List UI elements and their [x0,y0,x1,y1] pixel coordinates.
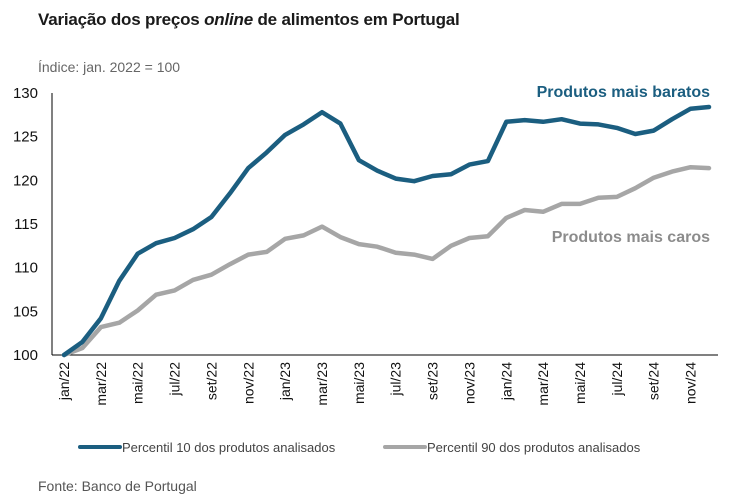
x-tick-label: jul/23 [388,362,404,397]
y-axis-ticks: 100 105 110 115 120 125 130 [13,85,38,364]
legend-label-p10: Percentil 10 dos produtos analisados [122,440,336,455]
title-text: Variação dos preços [38,10,205,29]
x-tick-label: mar/24 [535,362,551,406]
chart-title: Variação dos preços online de alimentos … [38,10,460,30]
x-tick-label: mar/23 [314,362,330,406]
y-tick-label: 105 [13,303,38,320]
series-line-p90 [61,164,712,358]
x-tick-label: jul/22 [167,362,183,397]
x-tick-label: jan/22 [56,362,72,401]
legend-label-p90: Percentil 90 dos produtos analisados [427,440,641,455]
x-tick-label: set/24 [646,362,662,400]
y-tick-label: 110 [14,260,38,277]
y-tick-label: 125 [13,129,38,146]
x-tick-label: mai/23 [351,362,367,404]
annotation-cheaper-products: Produtos mais baratos [537,84,710,101]
y-tick-label: 100 [13,347,38,364]
series-line-p10 [61,104,712,358]
x-tick-label: jan/23 [277,362,293,401]
annotation-expensive-products: Produtos mais caros [552,229,710,246]
x-tick-label: set/23 [425,362,441,400]
x-tick-label: nov/23 [461,362,477,404]
x-tick-label: set/22 [203,362,219,400]
x-tick-label: mai/24 [572,362,588,404]
x-tick-label: jan/24 [498,362,514,401]
x-tick-label: nov/22 [240,362,256,404]
y-tick-label: 130 [13,85,38,102]
legend: Percentil 10 dos produtos analisados Per… [78,440,641,455]
y-tick-label: 115 [14,216,38,233]
x-tick-label: nov/24 [683,362,699,404]
source-note: Fonte: Banco de Portugal [38,478,197,494]
title-italic-text: online [204,10,253,29]
x-tick-label: mai/22 [130,362,146,404]
chart-subtitle: Índice: jan. 2022 = 100 [38,59,181,75]
x-axis-ticks: jan/22 mar/22 mai/22 jul/22 set/22 nov/22 jan/… [56,362,699,406]
x-tick-label: mar/22 [93,362,109,406]
y-tick-label: 120 [13,172,38,189]
title-text-end: de alimentos em Portugal [252,10,460,29]
x-tick-label: jul/24 [609,362,625,397]
